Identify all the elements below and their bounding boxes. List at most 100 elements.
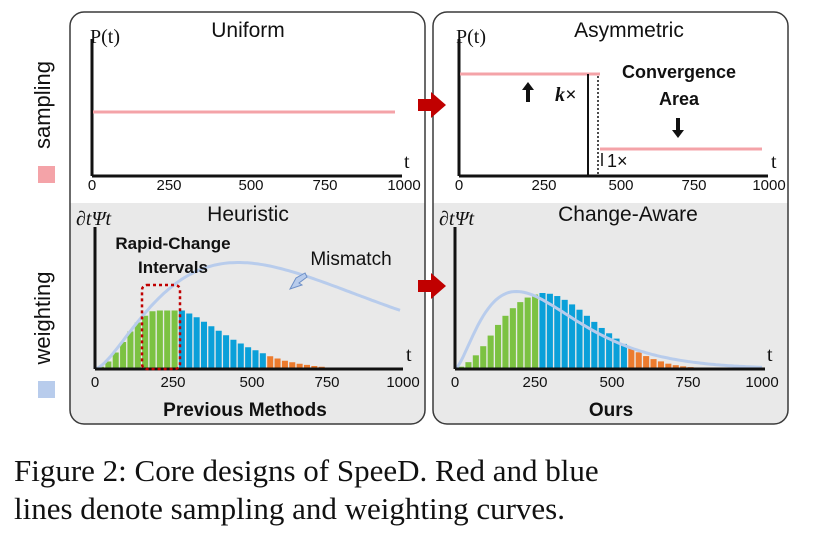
change-aware-bar (539, 293, 546, 369)
down-arrow-icon (672, 118, 684, 138)
change-aware-bar (487, 335, 494, 369)
asymmetric-tick-1000: 1000 (752, 177, 785, 194)
asymmetric-tick-750: 750 (681, 177, 706, 194)
heuristic-tick-1000: 1000 (386, 374, 419, 391)
heuristic-bars (98, 310, 347, 370)
heuristic-chart: Heuristic ∂tΨt Rapid-Change Intervals Mi… (76, 203, 420, 421)
change-aware-bar (672, 365, 679, 369)
asymmetric-chart: Asymmetric P(t) k× 1× Convergence Area t… (455, 19, 786, 194)
rapid-change-label-2: Intervals (138, 258, 208, 277)
heuristic-bar (281, 360, 288, 369)
rapid-change-label-1: Rapid-Change (115, 234, 230, 253)
figure-diagram: sampling weighting Uniform P(t) t 0 250 … (30, 11, 789, 425)
k-up-arrow (522, 82, 534, 102)
uniform-ylabel: P(t) (90, 26, 120, 48)
change-aware-bars (458, 293, 709, 369)
change-aware-bar (569, 304, 576, 369)
heuristic-weighting-curve (94, 261, 401, 371)
heuristic-bar (215, 330, 222, 369)
heuristic-bar (178, 310, 185, 369)
uniform-chart: Uniform P(t) t 0 250 500 750 1000 (88, 19, 421, 194)
change-aware-bar (532, 294, 539, 369)
change-aware-weighting-curve (454, 289, 763, 371)
heuristic-bar (223, 335, 230, 369)
change-aware-bar (517, 302, 524, 369)
mismatch-label: Mismatch (310, 249, 391, 270)
heuristic-bar (120, 342, 127, 369)
convergence-label-2: Area (659, 89, 700, 109)
weighting-swatch (38, 381, 55, 398)
heuristic-xlabel: t (406, 344, 412, 366)
heuristic-bar (274, 358, 281, 369)
sampling-swatch (38, 166, 55, 183)
change-aware-bar (665, 363, 672, 369)
change-aware-bar (591, 321, 598, 369)
heuristic-bar (200, 321, 208, 369)
change-aware-bar (509, 308, 516, 369)
heuristic-bar (208, 326, 215, 369)
heuristic-bar (193, 317, 200, 369)
change-aware-tick-750: 750 (675, 374, 700, 391)
change-aware-bar (502, 315, 509, 369)
change-aware-bar (635, 352, 642, 369)
row-label-sampling: sampling (30, 61, 55, 149)
change-aware-bar (576, 309, 583, 369)
asymmetric-tick-250: 250 (531, 177, 556, 194)
heuristic-bar (127, 331, 134, 369)
asymmetric-tick-500: 500 (608, 177, 633, 194)
change-aware-bar (472, 355, 479, 369)
heuristic-bar (303, 364, 310, 370)
change-aware-bar (524, 297, 531, 369)
change-aware-bar (546, 293, 553, 369)
heuristic-bar (245, 347, 252, 369)
change-aware-bar (480, 346, 487, 369)
change-aware-bar (657, 361, 664, 369)
heuristic-tick-500: 500 (239, 374, 264, 391)
heuristic-bar (296, 363, 303, 369)
heuristic-bar (252, 350, 259, 369)
change-aware-ylabel: ∂tΨt (439, 208, 475, 230)
change-aware-bar (561, 299, 568, 369)
caption-line-1: Figure 2: Core designs of SpeeD. Red and… (14, 453, 599, 488)
change-aware-bar (495, 324, 502, 369)
heuristic-bar (267, 356, 274, 369)
change-aware-tick-1000: 1000 (745, 374, 778, 391)
mismatch-arrow-icon (288, 272, 308, 290)
one-label: 1× (607, 151, 628, 171)
asymmetric-ylabel: P(t) (456, 26, 486, 48)
heuristic-bar (112, 352, 119, 369)
uniform-title: Uniform (211, 19, 285, 42)
heuristic-bar (237, 343, 244, 369)
ours-label: Ours (589, 400, 633, 421)
heuristic-bar (171, 310, 178, 369)
uniform-tick-250: 250 (156, 177, 181, 194)
change-aware-xlabel: t (767, 344, 773, 366)
change-aware-bar (650, 359, 657, 369)
transition-arrow-bottom (418, 273, 446, 299)
change-aware-bar (620, 343, 627, 369)
uniform-tick-750: 750 (312, 177, 337, 194)
row-label-weighting: weighting (30, 272, 55, 366)
heuristic-bar (156, 310, 163, 369)
heuristic-title: Heuristic (207, 203, 289, 226)
change-aware-bar (613, 338, 620, 369)
heuristic-bar (134, 322, 141, 369)
uniform-tick-1000: 1000 (387, 177, 420, 194)
asymmetric-tick-0: 0 (455, 177, 463, 194)
previous-methods-label: Previous Methods (163, 400, 327, 421)
heuristic-bar (186, 313, 193, 369)
heuristic-bar (259, 353, 266, 369)
uniform-tick-0: 0 (88, 177, 96, 194)
uniform-xlabel: t (404, 151, 410, 173)
heuristic-tick-750: 750 (314, 374, 339, 391)
caption-line-2: lines denote sampling and weighting curv… (14, 491, 565, 526)
heuristic-bar (230, 339, 237, 369)
change-aware-bar (643, 356, 650, 369)
transition-arrow-top (418, 92, 446, 118)
change-aware-bar (628, 348, 635, 369)
change-aware-bar (598, 327, 605, 369)
convergence-label-1: Convergence (622, 62, 736, 82)
heuristic-ylabel: ∂tΨt (76, 208, 112, 230)
k-label: k× (555, 84, 576, 106)
change-aware-bar (583, 315, 590, 369)
